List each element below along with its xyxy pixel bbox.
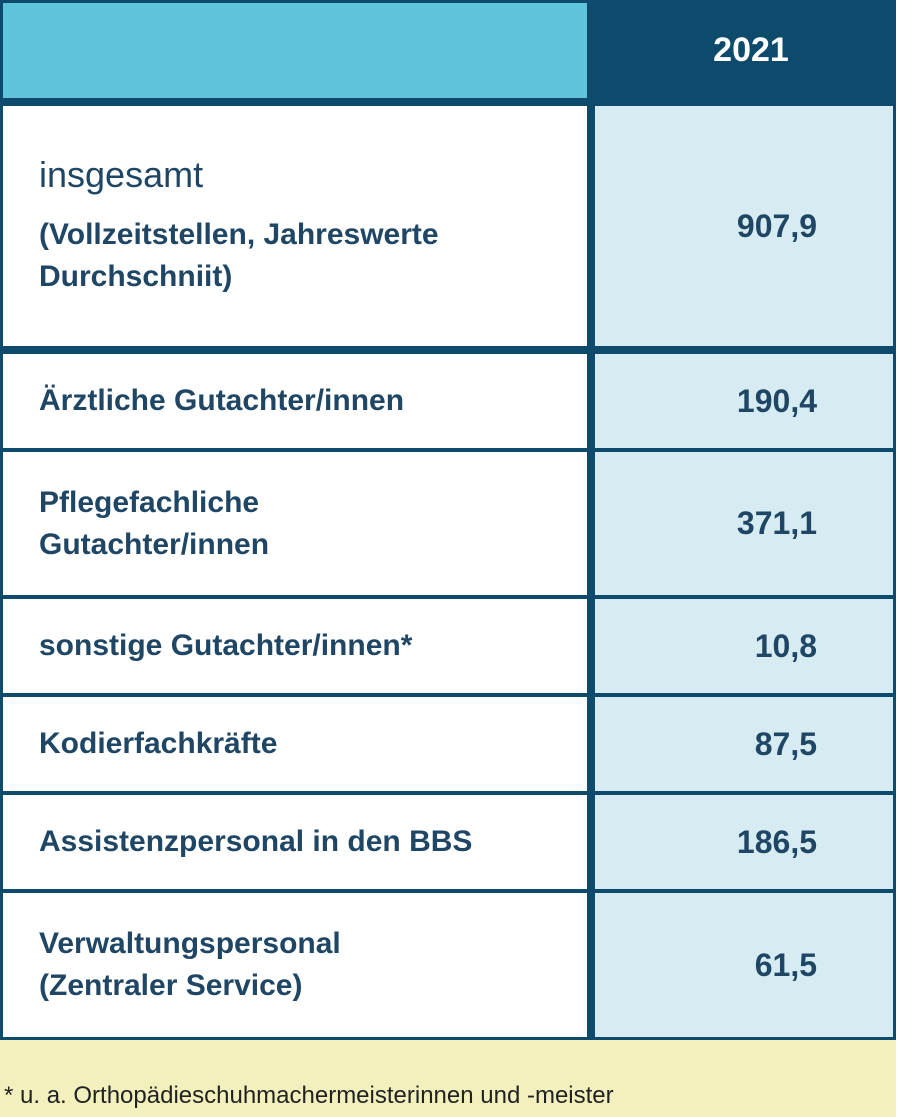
table-row-label: Kodierfachkräfte — [3, 697, 587, 791]
table-row-value: 371,1 — [595, 452, 893, 595]
total-value: 907,9 — [736, 207, 817, 244]
row-value: 371,1 — [736, 505, 817, 541]
total-sublabel-line2: Durchschniit) — [39, 260, 233, 293]
total-label-cell: insgesamt (Vollzeitstellen, Jahreswerte … — [3, 106, 587, 346]
row-label-line2: Gutachter/innen — [39, 527, 270, 561]
row-label-line1: Ärztliche Gutachter/innen — [39, 384, 405, 417]
data-table: 2021 insgesamt (Vollzeitstellen, Jahresw… — [0, 0, 896, 1040]
row-label-line2: (Zentraler Service) — [39, 969, 303, 1002]
table-row-label: sonstige Gutachter/innen* — [3, 599, 587, 693]
row-label-line1: Pflegefachliche — [39, 485, 260, 519]
row-label-line1: Verwaltungspersonal — [39, 927, 341, 960]
table-row-label: Assistenzpersonal in den BBS — [3, 795, 587, 889]
row-value: 190,4 — [736, 382, 817, 419]
table-row-value: 87,5 — [595, 697, 893, 791]
total-sublabel-line1: (Vollzeitstellen, Jahreswerte — [39, 218, 439, 251]
total-label: insgesamt — [39, 154, 204, 195]
header-year-cell: 2021 — [595, 3, 893, 98]
footnote: * u. a. Orthopädieschuhmachermeisterinne… — [0, 1040, 896, 1117]
footnote-text: * u. a. Orthopädieschuhmachermeisterinne… — [4, 1082, 614, 1109]
row-value: 87,5 — [754, 725, 817, 762]
header-year: 2021 — [713, 31, 789, 69]
table-row-value: 61,5 — [595, 893, 893, 1037]
table-row-label: Pflegefachliche Gutachter/innen — [3, 452, 587, 595]
row-label-line1: sonstige Gutachter/innen* — [39, 629, 413, 662]
table-row-value: 190,4 — [595, 354, 893, 448]
table-row-value: 10,8 — [595, 599, 893, 693]
table-row-label: Ärztliche Gutachter/innen — [3, 354, 587, 448]
row-label-line1: Assistenzpersonal in den BBS — [39, 825, 473, 858]
row-value: 186,5 — [736, 823, 817, 860]
row-value: 61,5 — [754, 946, 817, 983]
row-label-line1: Kodierfachkräfte — [39, 727, 278, 760]
header-label-cell — [3, 3, 587, 98]
row-value: 10,8 — [754, 627, 817, 664]
table-row-label: Verwaltungspersonal (Zentraler Service) — [3, 893, 587, 1037]
table-row-value: 186,5 — [595, 795, 893, 889]
total-value-cell: 907,9 — [595, 106, 893, 346]
